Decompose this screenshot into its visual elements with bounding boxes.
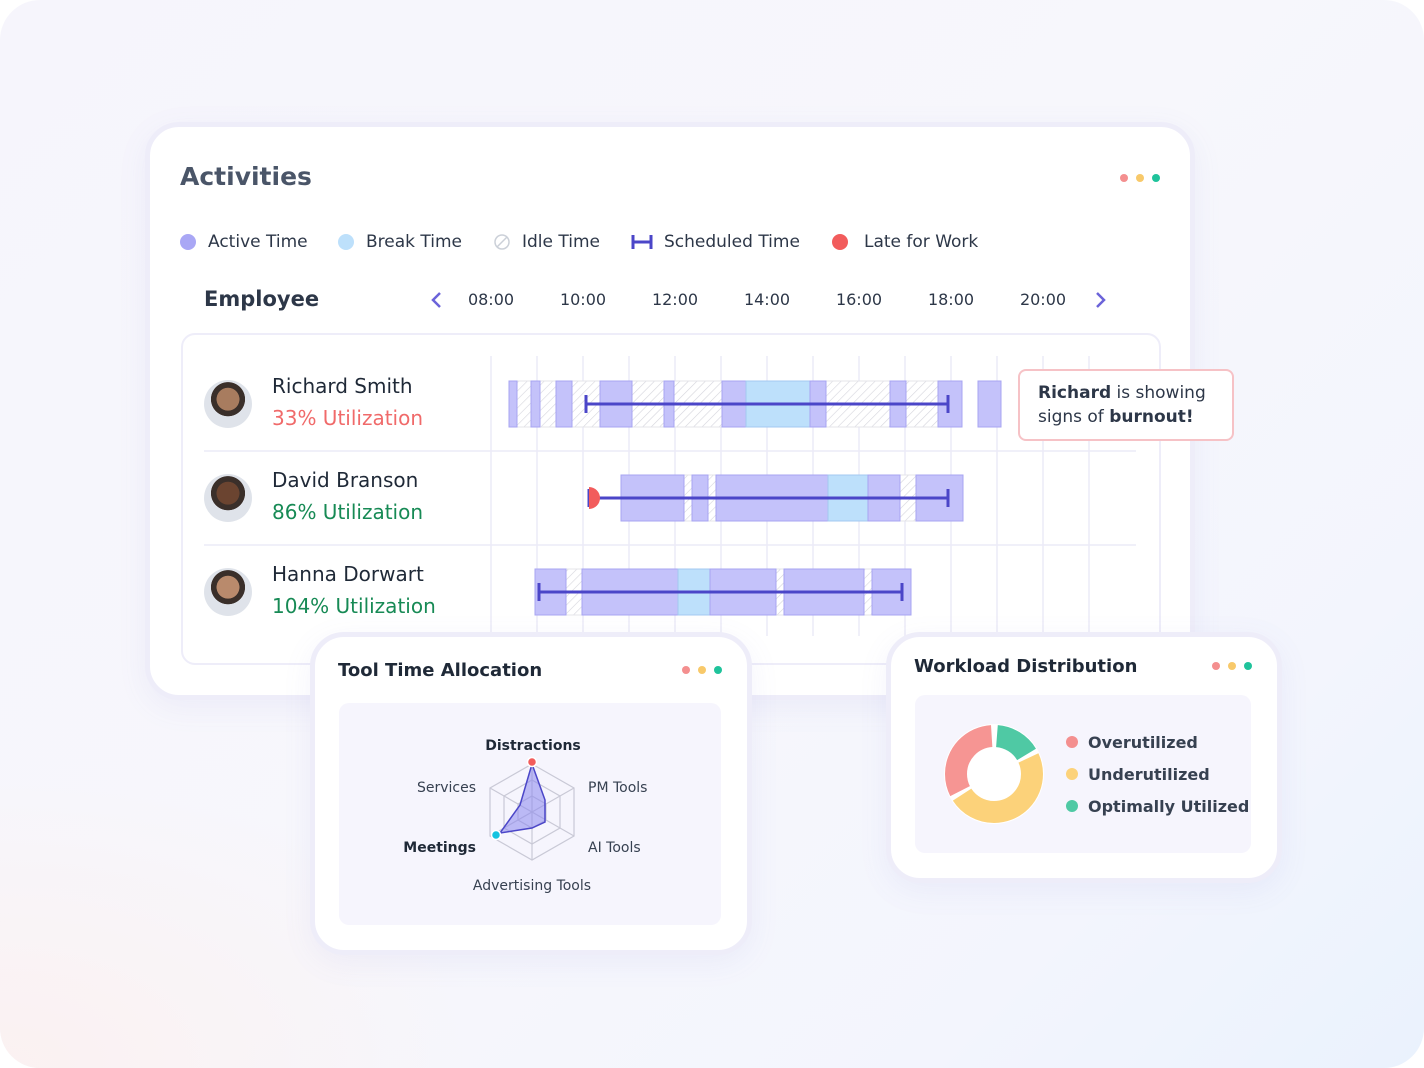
time-label: 20:00 — [1019, 290, 1067, 309]
employee-name: David Branson — [272, 468, 419, 492]
active-segment — [977, 380, 1002, 428]
callout-line: signs of burnout! — [1038, 407, 1194, 427]
active-segment — [555, 380, 573, 428]
prev-button[interactable] — [431, 292, 441, 308]
legend-label: Break Time — [366, 232, 463, 252]
avatar — [204, 474, 252, 522]
time-label: 08:00 — [467, 290, 515, 309]
card-title: Activities — [180, 162, 312, 191]
legend-label: Active Time — [208, 232, 308, 252]
time-label: 12:00 — [651, 290, 699, 309]
legend-icon — [494, 234, 510, 250]
time-label: 16:00 — [835, 290, 883, 309]
legend-icon — [338, 234, 354, 250]
callout-line: Richard is showing — [1038, 383, 1206, 403]
time-label: 10:00 — [559, 290, 607, 309]
avatar — [204, 568, 252, 616]
next-button[interactable] — [1096, 292, 1106, 308]
menu-dots[interactable] — [1120, 174, 1160, 182]
employee-name: Richard Smith — [272, 374, 413, 398]
legend-label: Scheduled Time — [664, 232, 800, 252]
time-label: 14:00 — [743, 290, 791, 309]
late-marker — [589, 487, 600, 509]
callout-text: is showing — [1116, 383, 1206, 403]
callout-text: signs of — [1038, 407, 1104, 427]
utilization: 33% Utilization — [272, 406, 424, 430]
utilization: 86% Utilization — [272, 500, 424, 524]
column-header: Employee — [204, 287, 320, 311]
tool-time-card — [310, 632, 752, 955]
legend-icon — [180, 234, 196, 250]
avatar — [204, 380, 252, 428]
time-label: 18:00 — [927, 290, 975, 309]
legend-label: Late for Work — [864, 232, 979, 252]
legend-icons — [180, 234, 1106, 308]
timeline — [204, 356, 1136, 636]
utilization: 104% Utilization — [272, 594, 436, 618]
employee-name: Hanna Dorwart — [272, 562, 424, 586]
legend-icon — [832, 234, 848, 250]
workload-card — [886, 632, 1282, 883]
callout: Richard is showing signs of burnout! — [1018, 369, 1234, 441]
callout-emphasis: burnout! — [1109, 407, 1194, 427]
legend-label: Idle Time — [522, 232, 600, 252]
callout-name: Richard — [1038, 383, 1112, 403]
active-segment — [508, 380, 518, 428]
active-segment — [530, 380, 541, 428]
legend-icon — [631, 235, 653, 249]
